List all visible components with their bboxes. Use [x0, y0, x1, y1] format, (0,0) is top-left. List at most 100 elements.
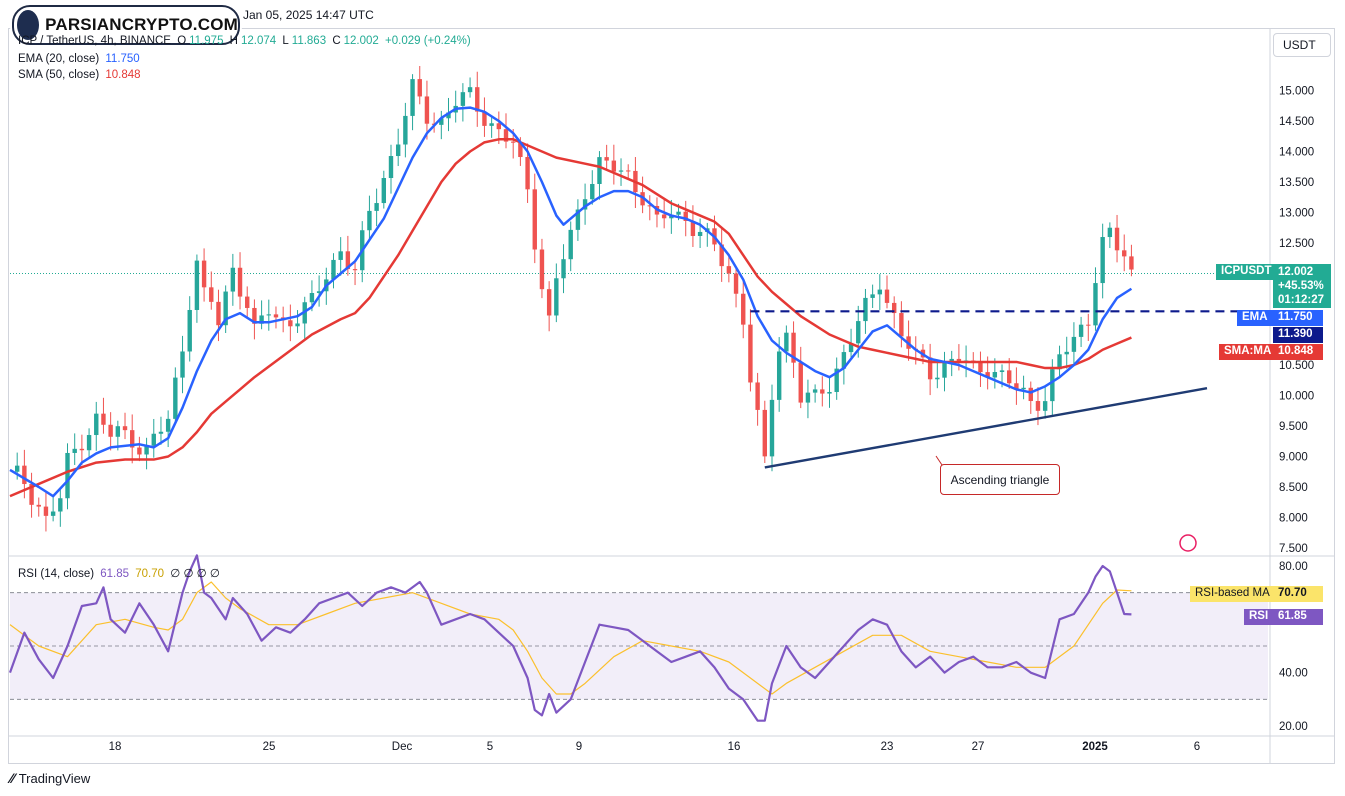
candle-body — [568, 229, 573, 260]
candle-body — [403, 115, 408, 145]
rsi-tick: 20.00 — [1279, 721, 1308, 733]
currency-button[interactable]: USDT — [1273, 33, 1331, 57]
candle-body — [1114, 227, 1120, 251]
candle-body — [597, 157, 602, 184]
candle-body — [805, 392, 811, 403]
candle-body — [1129, 256, 1134, 270]
price-tick: 14.500 — [1279, 116, 1314, 128]
tradingview-logo-icon: ⁄⁄ — [10, 770, 15, 786]
logo-icon — [17, 10, 40, 40]
candle-body — [165, 418, 171, 432]
candle-body — [381, 178, 387, 204]
candle-body — [647, 205, 652, 207]
candle-body — [137, 447, 142, 455]
flash-icon — [1179, 534, 1197, 552]
last-price-pct: +45.53% — [1278, 280, 1324, 292]
price-tick: 8.500 — [1279, 482, 1308, 494]
rsi-legend[interactable]: RSI (14, close) 61.85 70.70 ∅ ∅ ∅ ∅ — [18, 566, 223, 580]
candle-body — [86, 435, 92, 451]
candle-body — [1100, 237, 1105, 284]
ema-legend[interactable]: EMA (20, close) 11.750 — [18, 53, 143, 65]
candle-body — [539, 249, 545, 290]
time-tick: 9 — [576, 741, 582, 753]
candle-body — [496, 123, 502, 130]
candle-body — [1042, 401, 1048, 411]
candle-body — [122, 426, 128, 431]
candle-body — [856, 321, 861, 344]
candle-body — [309, 293, 315, 303]
candle-body — [482, 111, 487, 126]
sma-legend-value: 10.848 — [105, 69, 141, 81]
rsi-ma-value-tag: 70.70 — [1273, 586, 1323, 602]
time-tick: 25 — [263, 741, 276, 753]
candle-body — [273, 314, 279, 318]
sma-legend-label: SMA (50, close) — [18, 69, 100, 81]
candle-body — [266, 314, 271, 316]
candle-body — [999, 370, 1005, 373]
rsi-line — [8, 554, 1132, 722]
candle-body — [870, 294, 875, 298]
ohlc-change: +0.029 (+0.24%) — [385, 35, 471, 47]
header-date: Jan 05, 2025 14:47 UTC — [243, 8, 374, 22]
candle-body — [518, 142, 523, 158]
price-tick: 8.000 — [1279, 513, 1308, 525]
candle-body — [460, 92, 466, 106]
candle-body — [1071, 336, 1077, 352]
candle-body — [36, 504, 41, 507]
time-tick: 6 — [1194, 741, 1200, 753]
candle-body — [245, 296, 250, 308]
rsi-tick: 80.00 — [1279, 561, 1308, 573]
candle-body — [194, 260, 200, 310]
ohlc-o-label: O — [177, 35, 187, 47]
sma-legend[interactable]: SMA (50, close) 10.848 — [18, 69, 144, 81]
candle-body — [395, 144, 401, 157]
price-tick: 7.500 — [1279, 543, 1308, 555]
candle-body — [834, 368, 839, 392]
candle-body — [891, 302, 897, 314]
rsi-name-tag: RSI — [1244, 609, 1274, 625]
candle-body — [561, 259, 566, 279]
candle-body — [388, 156, 394, 179]
candle-body — [503, 129, 509, 142]
candle-body — [352, 269, 358, 271]
candle-body — [446, 112, 451, 119]
candle-body — [554, 278, 559, 316]
ema-price-tag: 11.750 — [1273, 310, 1323, 326]
candle-body — [331, 259, 336, 280]
candle-body — [992, 372, 998, 378]
candle-body — [733, 273, 739, 294]
last-price-tag: 12.002 +45.53% 01:12:27 — [1273, 264, 1331, 308]
candle-body — [611, 160, 617, 172]
candle-body — [784, 332, 789, 352]
candle-body — [410, 79, 415, 116]
ascending-triangle-annotation[interactable]: Ascending triangle — [940, 464, 1060, 495]
candle-body — [180, 351, 185, 378]
candle-body — [776, 351, 782, 400]
aux-price-tag: 11.390 — [1273, 327, 1323, 343]
ascending-trendline — [764, 386, 1208, 469]
rsi-band — [10, 592, 1268, 700]
rsi-tick: 40.00 — [1279, 668, 1308, 680]
candle-body — [525, 157, 530, 190]
time-tick: Dec — [392, 741, 413, 753]
candle-body — [1078, 324, 1084, 337]
candle-body — [1093, 283, 1098, 326]
rsi-ma-name-tag: RSI-based MA — [1190, 586, 1275, 602]
candle-body — [1122, 250, 1127, 257]
time-tick: 23 — [881, 741, 894, 753]
candle-body — [367, 210, 372, 231]
candle-body — [467, 87, 473, 93]
sma-price-tag: 10.848 — [1273, 344, 1323, 360]
candle-body — [575, 209, 581, 230]
candle-body — [719, 244, 724, 267]
symbol-legend[interactable]: ICP / TetherUS, 4h, BINANCE O 11.975 H 12.… — [18, 35, 474, 47]
candle-body — [820, 389, 825, 394]
candle-body — [50, 511, 56, 516]
time-tick: 2025 — [1082, 741, 1108, 753]
ohlc-o: 11.975 — [189, 35, 224, 47]
candle-body — [899, 313, 904, 337]
candle-body — [798, 362, 803, 403]
candle-body — [985, 372, 990, 378]
ohlc-h: 12.074 — [240, 35, 277, 47]
